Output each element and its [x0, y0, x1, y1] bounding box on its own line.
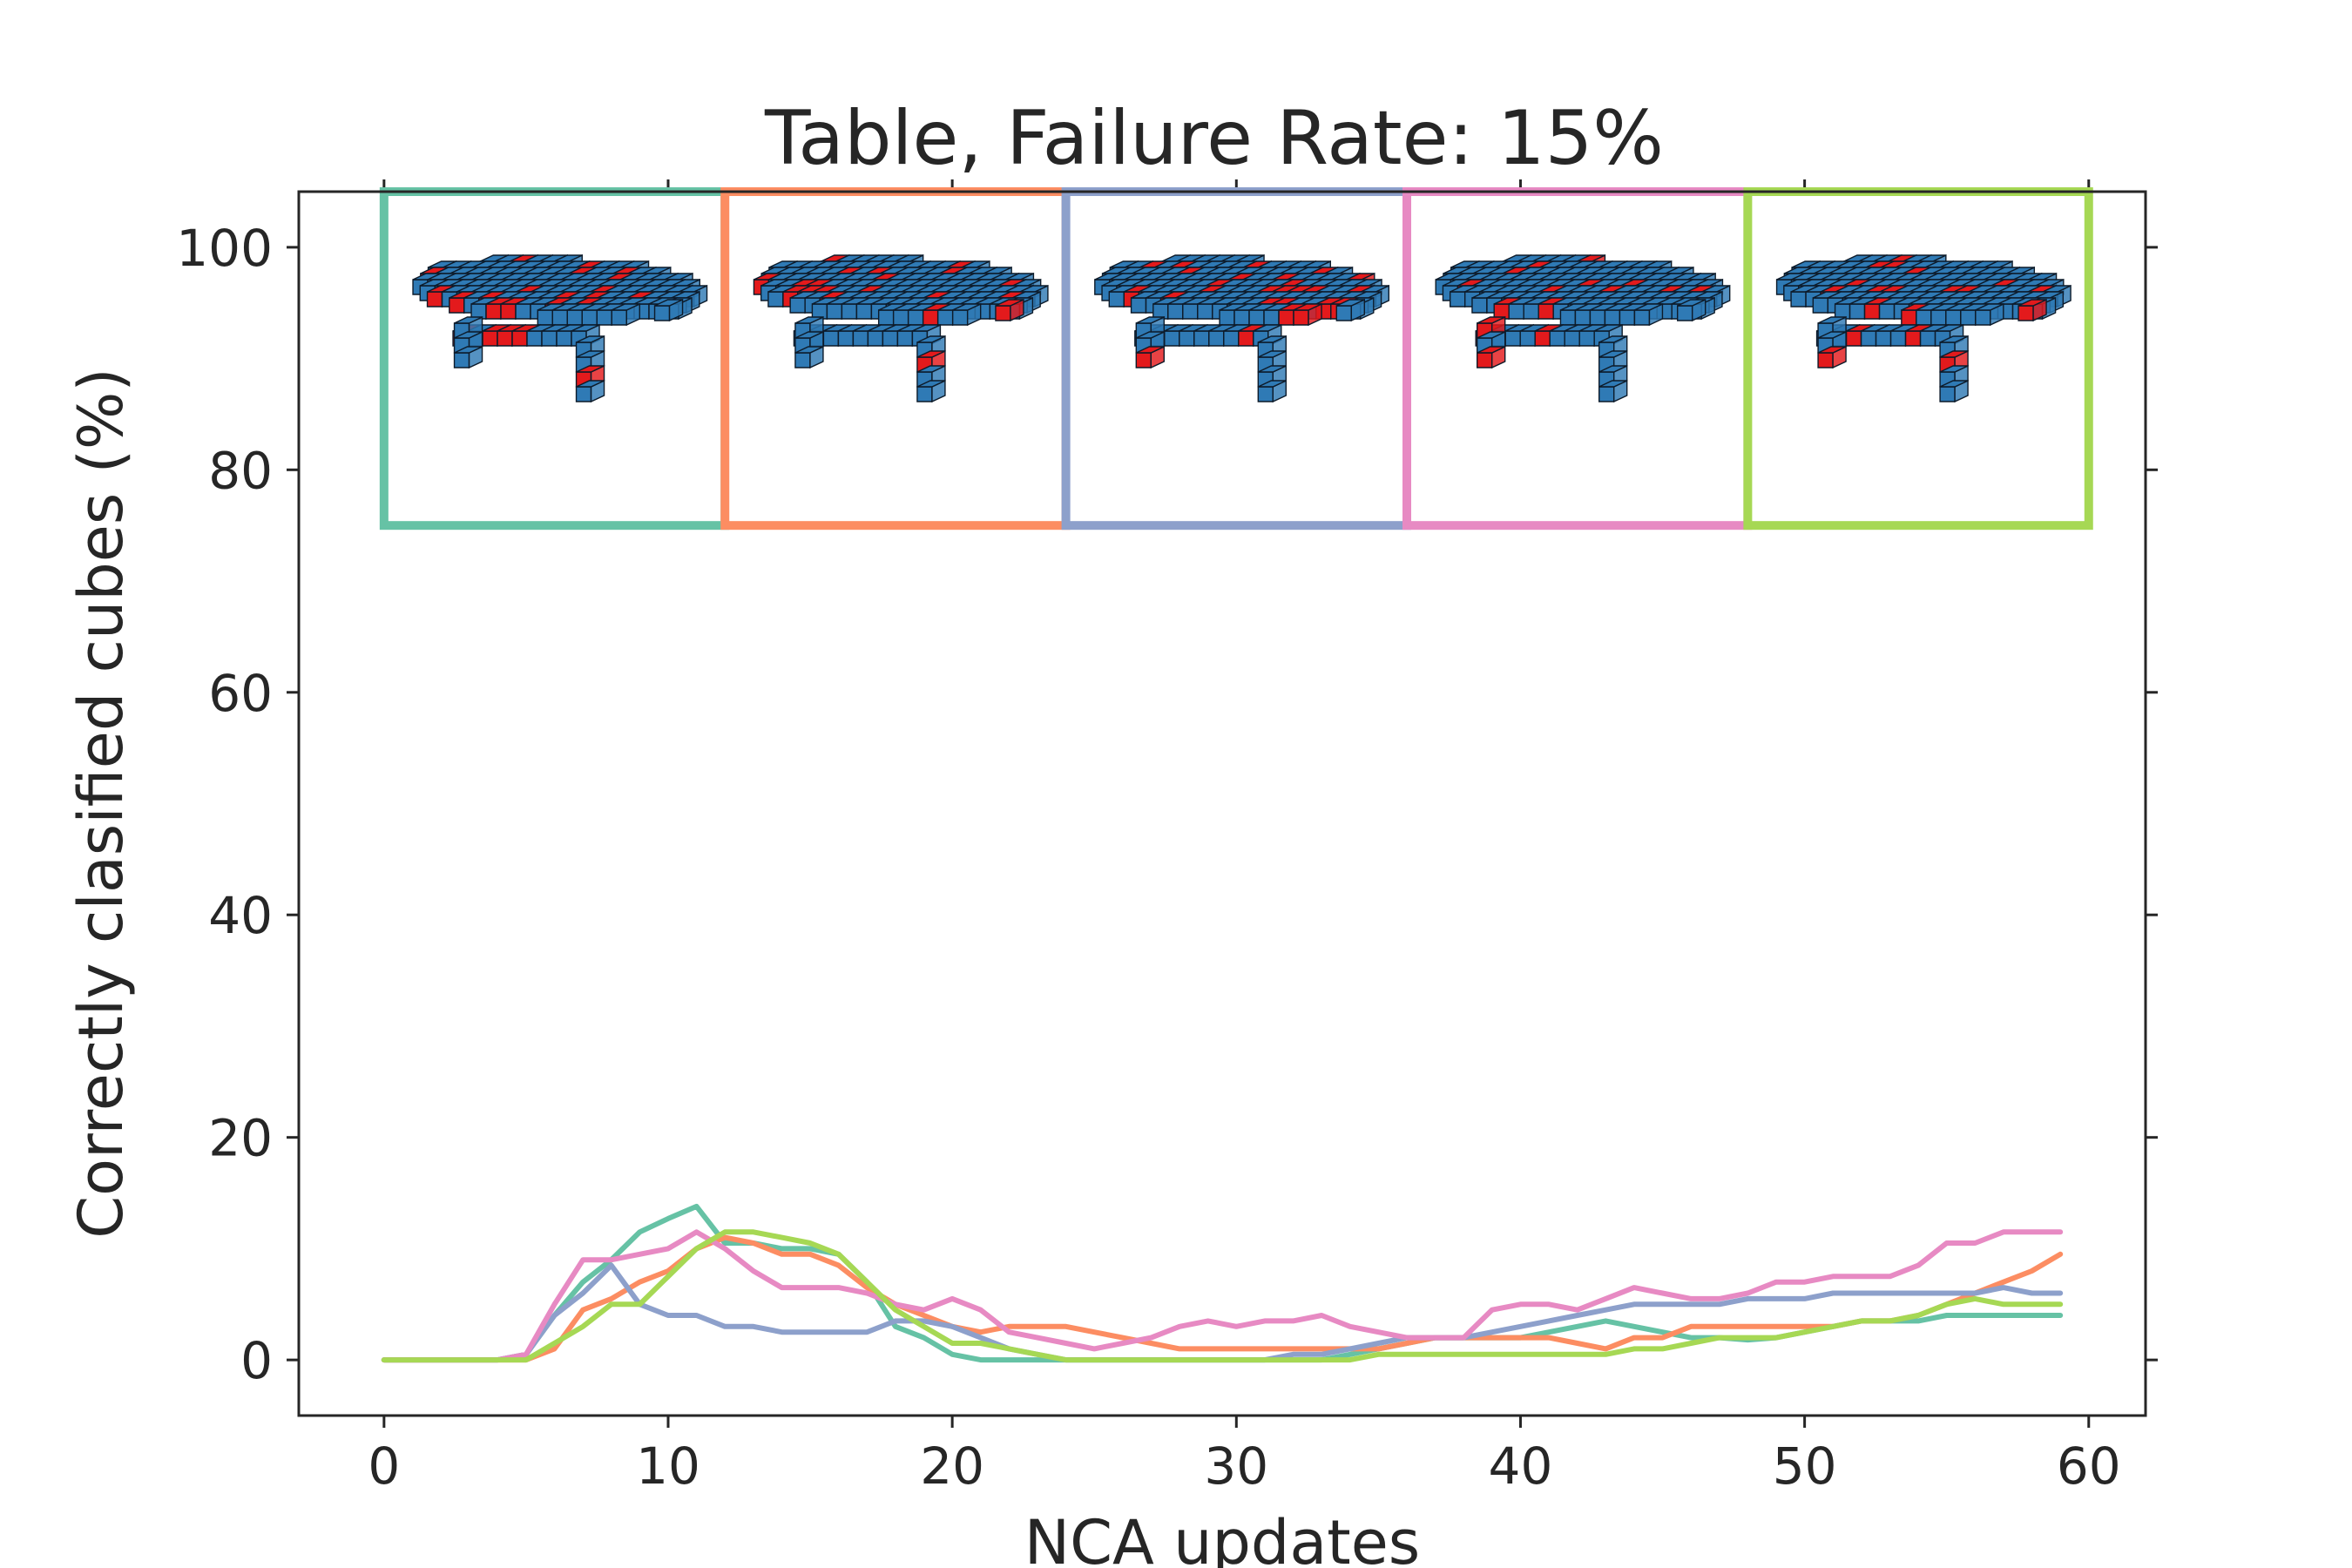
y-tick-label: 0: [240, 1331, 273, 1390]
inset-panel: [720, 187, 1071, 531]
x-tick-label: 0: [368, 1436, 400, 1496]
y-tick-label: 20: [208, 1109, 273, 1168]
inset-frame: [1743, 187, 2093, 531]
series-line-5: [381, 1229, 2064, 1363]
inset-panel: [1402, 187, 1753, 531]
inset-images: [379, 187, 2093, 531]
y-tick-label: 60: [208, 664, 273, 723]
voxel-table-image: [753, 253, 1049, 403]
voxel-table-image: [1435, 253, 1731, 403]
voxel-table-image: [412, 253, 708, 403]
chart-title: Table, Failure Rate: 15%: [764, 95, 1664, 182]
y-tick-label: 80: [208, 441, 273, 500]
inset-frame: [720, 187, 1071, 531]
x-tick-label: 10: [636, 1436, 700, 1496]
y-tick-label: 100: [176, 219, 273, 278]
x-tick-label: 30: [1204, 1436, 1268, 1496]
inset-frame: [1061, 187, 1411, 531]
x-axis-label: NCA updates: [1024, 1507, 1421, 1568]
x-tick-label: 40: [1489, 1436, 1553, 1496]
series-line-2: [381, 1234, 2064, 1363]
x-tick-label: 60: [2057, 1436, 2121, 1496]
axis-ticks: 0 10 20 30 40 50 60 0 20 40 60 80 100: [176, 179, 2158, 1496]
series-lines: [381, 1203, 2064, 1363]
x-tick-label: 20: [920, 1436, 984, 1496]
inset-frame: [379, 187, 730, 531]
y-axis-label: Correctly clasified cubes (%): [65, 368, 137, 1238]
inset-frame: [1402, 187, 1753, 531]
series-line-4: [381, 1229, 2064, 1363]
x-tick-label: 50: [1773, 1436, 1837, 1496]
y-tick-label: 40: [208, 886, 273, 945]
inset-panel: [1061, 187, 1411, 531]
voxel-table-image: [1094, 253, 1390, 403]
plot-frame: [297, 190, 2147, 1417]
inset-panel: [379, 187, 730, 531]
voxel-table-image: [1775, 253, 2072, 403]
inset-panel: [1743, 187, 2093, 531]
